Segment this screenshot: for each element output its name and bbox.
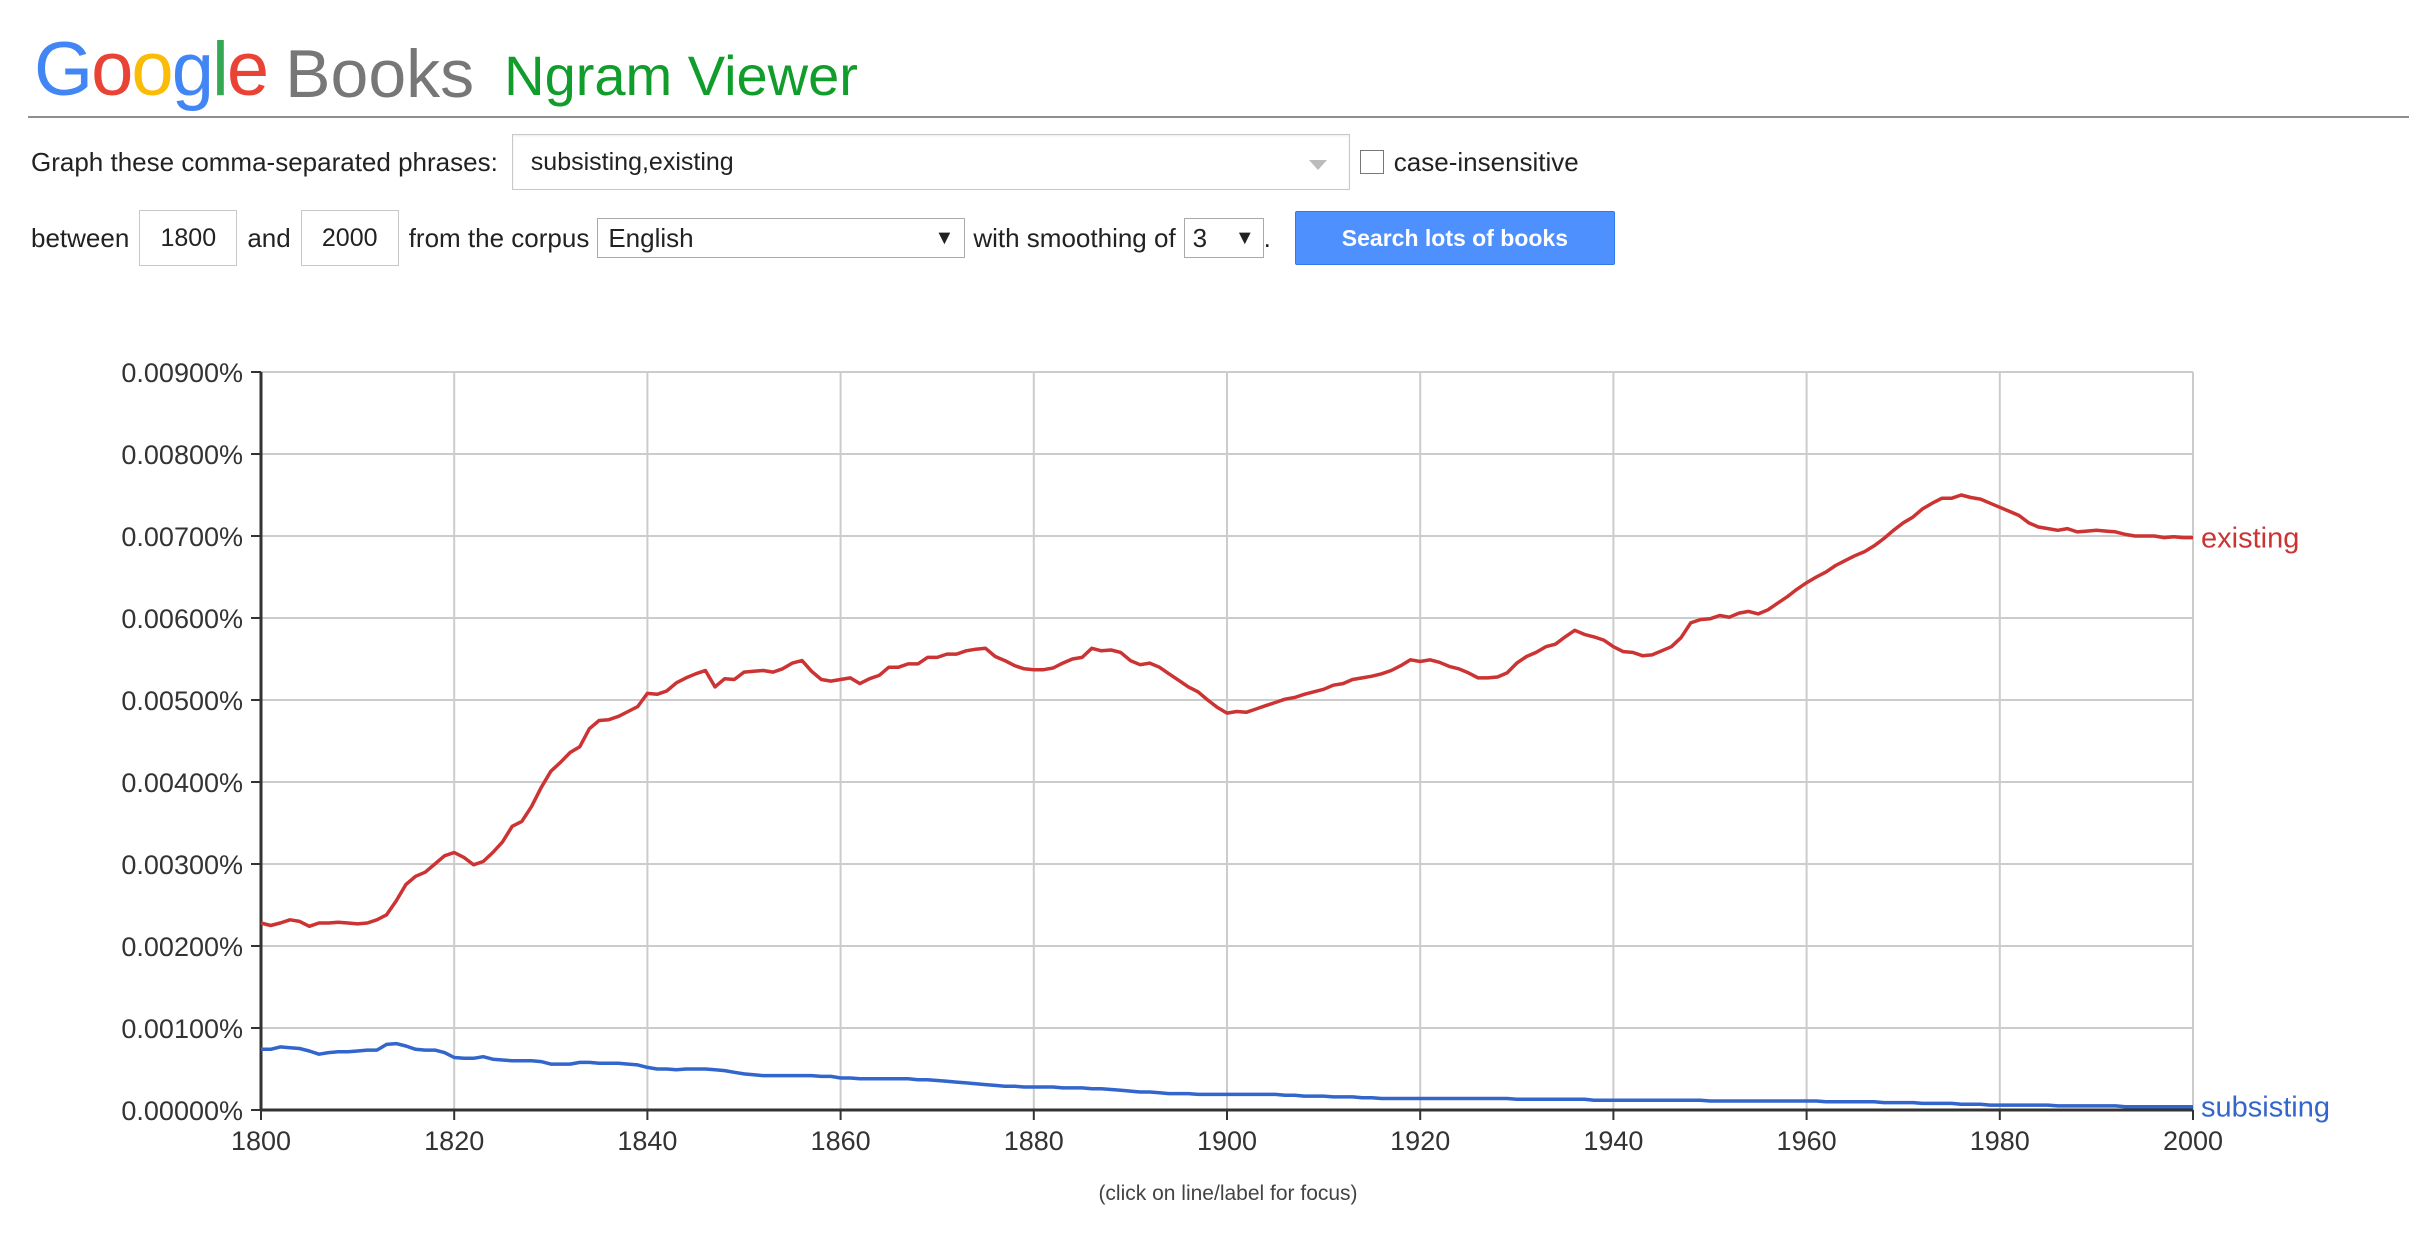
x-tick-label: 1820 <box>424 1126 484 1156</box>
y-tick-label: 0.00100% <box>121 1014 243 1044</box>
phrases-label: Graph these comma-separated phrases: <box>31 146 498 177</box>
logo-letter: g <box>171 27 214 112</box>
between-label: between <box>31 222 130 253</box>
y-tick-label: 0.00700% <box>121 522 243 552</box>
x-tick-label: 1940 <box>1583 1126 1643 1156</box>
period: . <box>1263 222 1271 253</box>
series-label-existing[interactable]: existing <box>2201 523 2299 555</box>
y-tick-label: 0.00800% <box>121 440 243 470</box>
corpus-label: from the corpus <box>408 222 590 253</box>
x-tick-label: 1960 <box>1777 1126 1837 1156</box>
x-tick-label: 1860 <box>811 1126 871 1156</box>
smoothing-label: with smoothing of <box>973 222 1176 253</box>
x-tick-label: 1800 <box>231 1126 291 1156</box>
chevron-down-icon[interactable] <box>1308 160 1327 170</box>
x-tick-label: 2000 <box>2163 1126 2223 1156</box>
logo-letter: o <box>131 27 173 112</box>
books-wordmark: Books <box>285 36 475 112</box>
range-row: between 1800 and 2000 from the corpus En… <box>31 208 1615 268</box>
series-label-subsisting[interactable]: subsisting <box>2201 1092 2330 1124</box>
dropdown-arrow-icon: ▼ <box>934 226 955 249</box>
ngram-chart[interactable]: 0.00000% 0.00100% 0.00200% 0.00300% 0.00400%… <box>0 330 2409 1170</box>
smoothing-value: 3 <box>1192 222 1208 253</box>
logo-letter: e <box>226 27 269 112</box>
focus-hint: (click on line/label for focus) <box>1098 1182 1358 1205</box>
logo-letter: o <box>91 27 133 112</box>
logo-letter: l <box>211 27 229 112</box>
x-tick-label: 1880 <box>1004 1126 1064 1156</box>
y-tick-label: 0.00200% <box>121 932 243 962</box>
y-tick-label: 0.00900% <box>121 358 243 388</box>
dropdown-arrow-icon: ▼ <box>1234 226 1255 249</box>
y-tick-label: 0.00500% <box>121 686 243 716</box>
y-tick-label: 0.00600% <box>121 604 243 634</box>
series-line-existing[interactable] <box>260 493 2193 929</box>
end-year-input[interactable]: 2000 <box>300 210 399 266</box>
y-tick-label: 0.00300% <box>121 850 243 880</box>
logo-letter: G <box>34 27 93 112</box>
search-button[interactable]: Search lots of books <box>1294 211 1615 265</box>
page-title: Ngram Viewer <box>504 44 858 107</box>
x-tick-label: 1840 <box>617 1126 677 1156</box>
phrases-input[interactable]: subsisting,existing <box>511 134 1350 190</box>
corpus-value: English <box>608 222 694 253</box>
corpus-select[interactable]: English ▼ <box>597 218 966 258</box>
x-tick-label: 1900 <box>1197 1126 1257 1156</box>
case-insensitive-checkbox[interactable] <box>1359 150 1384 174</box>
x-tick-label: 1980 <box>1970 1126 2030 1156</box>
series-line-subsisting[interactable] <box>261 1041 2193 1109</box>
x-tick-label: 1920 <box>1390 1126 1450 1156</box>
case-insensitive-label: case-insensitive <box>1393 146 1579 177</box>
y-tick-label: 0.00400% <box>121 768 243 798</box>
smoothing-select[interactable]: 3 ▼ <box>1183 218 1264 258</box>
and-label: and <box>247 222 291 253</box>
start-year-input[interactable]: 1800 <box>139 210 238 266</box>
y-tick-label: 0.00000% <box>121 1096 243 1126</box>
phrases-row: Graph these comma-separated phrases: sub… <box>31 132 1579 192</box>
phrases-value: subsisting,existing <box>530 147 734 176</box>
header-divider <box>28 116 2409 118</box>
